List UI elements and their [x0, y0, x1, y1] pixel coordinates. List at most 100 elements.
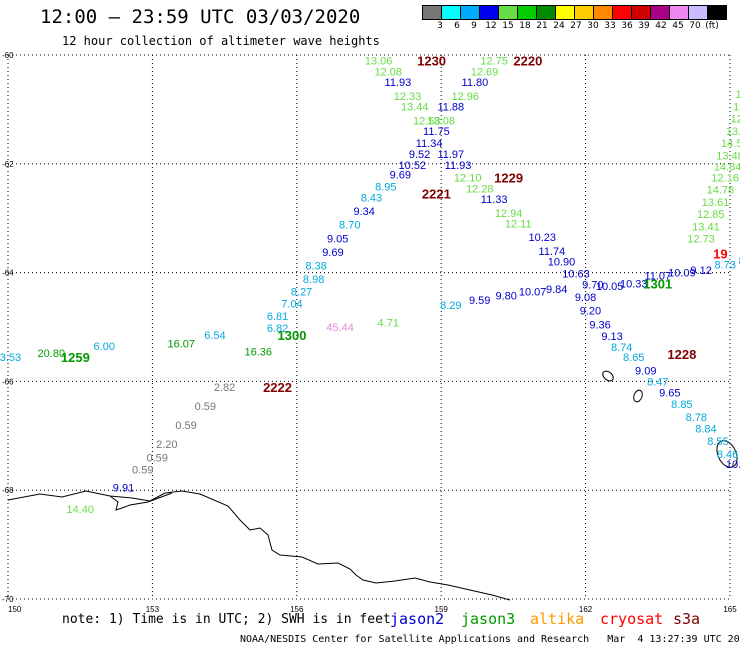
swh-value: 11.97	[437, 149, 464, 161]
swh-value: 14.78	[707, 184, 735, 196]
swh-value: 8.85	[671, 399, 692, 411]
swh-value: 9.69	[322, 247, 343, 259]
scale-label: 3	[437, 21, 443, 31]
swh-value: 6.82	[267, 323, 288, 335]
lat-tick-label: -60	[2, 51, 14, 60]
swh-value: 9.13	[601, 331, 622, 343]
swh-value: 12.28	[466, 183, 494, 195]
swh-value: 16.07	[168, 338, 196, 350]
swh-value: 10.63	[562, 269, 590, 281]
swh-value: 2.20	[156, 439, 177, 451]
lon-tick-label: 153	[146, 605, 160, 614]
scale-label: 70	[689, 21, 701, 31]
lat-tick-label: -68	[2, 486, 14, 495]
lat-tick-label: -66	[2, 377, 14, 386]
scale-swatch	[707, 5, 727, 20]
swh-value: 10.33	[620, 278, 648, 290]
swh-value: 3.53	[0, 352, 21, 364]
lat-tick-label: -62	[2, 160, 14, 169]
swh-value: 8.55	[707, 436, 728, 448]
scale-label: 9	[471, 21, 477, 31]
pass-time-label: 1229	[494, 170, 523, 185]
swh-value: 14.40	[66, 504, 94, 516]
swh-value: 12.11	[505, 219, 532, 231]
swh-value: 12.25	[731, 114, 740, 126]
legend-cryosat: cryosat	[600, 610, 664, 628]
swh-value: 9.05	[327, 233, 348, 245]
swh-value: 9.52	[409, 149, 430, 161]
swh-value: 8.43	[361, 193, 382, 205]
swh-value: 10.05	[596, 281, 624, 293]
swh-value: 45.44	[326, 322, 354, 334]
swh-value: 11.93	[385, 77, 412, 89]
swh-value: 0.59	[132, 465, 153, 477]
swh-value: 8.95	[375, 182, 396, 194]
swh-value: 12.94	[495, 208, 523, 220]
swh-value: 12.10	[454, 172, 482, 184]
pass-time-label: 19	[713, 247, 727, 262]
scale-label: 42	[655, 21, 667, 31]
swh-value: 13.08	[427, 115, 455, 127]
lon-tick-label: 150	[8, 605, 22, 614]
legend-jason2: jason2	[390, 610, 445, 628]
swh-value: 13.61	[702, 197, 730, 209]
swh-value: 8.38	[305, 261, 326, 273]
swh-value: 12.58	[733, 102, 740, 114]
swh-labels: 13.0612.0811.9312.3313.4412.5811.7511.34…	[0, 53, 740, 516]
swh-value: 9.08	[575, 292, 596, 304]
swh-value: 4.71	[378, 318, 399, 330]
swh-value: 2.82	[214, 382, 235, 394]
scale-label: 27	[570, 21, 582, 31]
swh-value: 9.84	[546, 284, 567, 296]
swh-value: 13.48	[716, 151, 740, 163]
footer-timestamp: Mar 4 13:27:39 UTC 2020	[607, 634, 740, 645]
scale-label: 36	[621, 21, 633, 31]
swh-value: 8.73	[714, 259, 735, 271]
scale-label: (ft)	[705, 21, 719, 31]
swh-value: 10.09	[668, 268, 696, 280]
island-1	[602, 370, 614, 382]
swh-value: 9.09	[635, 366, 656, 378]
scale-label: 39	[638, 21, 650, 31]
swh-value: 10.07	[519, 287, 547, 299]
swh-value: 8.70	[339, 220, 360, 232]
swh-value: 12.08	[374, 66, 402, 78]
swh-value: 13.06	[365, 55, 393, 67]
swh-value: 12.96	[452, 91, 480, 103]
coastline-bay	[109, 492, 173, 511]
lat-tick-label: -64	[2, 269, 14, 278]
scale-label: 12	[485, 21, 497, 31]
swh-value: 8.29	[440, 300, 461, 312]
pass-time-label: 1301	[643, 276, 672, 291]
island-3	[716, 440, 738, 468]
pass-time-label: 2220	[513, 53, 542, 68]
swh-value: 9.34	[353, 206, 374, 218]
footer-credit: NOAA/NESDIS Center for Satellite Applica…	[240, 634, 590, 645]
swh-value: 12.73	[687, 233, 715, 245]
swh-value: 11.88	[437, 102, 464, 114]
swh-value: 9.70	[582, 280, 603, 292]
swh-value: 8.74	[611, 342, 632, 354]
legend-note: note: 1) Time is in UTC; 2) SWH is in fe…	[62, 612, 391, 627]
swh-value: 8.47	[647, 376, 668, 388]
swh-value: 9.12	[690, 265, 711, 277]
swh-value: 9.80	[495, 290, 516, 302]
swh-value: 13.19	[726, 126, 740, 138]
lon-tick-label: 159	[435, 605, 449, 614]
swh-value: 8.85	[739, 256, 740, 268]
swh-value: 9.59	[469, 295, 490, 307]
legend-s3a: s3a	[673, 610, 701, 628]
swh-value: 8.98	[303, 274, 324, 286]
swh-value: 16.36	[245, 346, 273, 358]
scale-label: 21	[536, 21, 548, 31]
swh-value: 11.74	[539, 246, 566, 258]
swh-value: 11.33	[481, 194, 508, 206]
antarctic-coastline	[7, 490, 511, 601]
scale-label: 6	[454, 21, 460, 31]
swh-value: 10.52	[399, 160, 427, 172]
swh-value: 6.81	[267, 311, 288, 323]
scale-label: 33	[604, 21, 616, 31]
swh-value: 9.65	[659, 387, 680, 399]
swh-value: 11.75	[423, 126, 450, 138]
